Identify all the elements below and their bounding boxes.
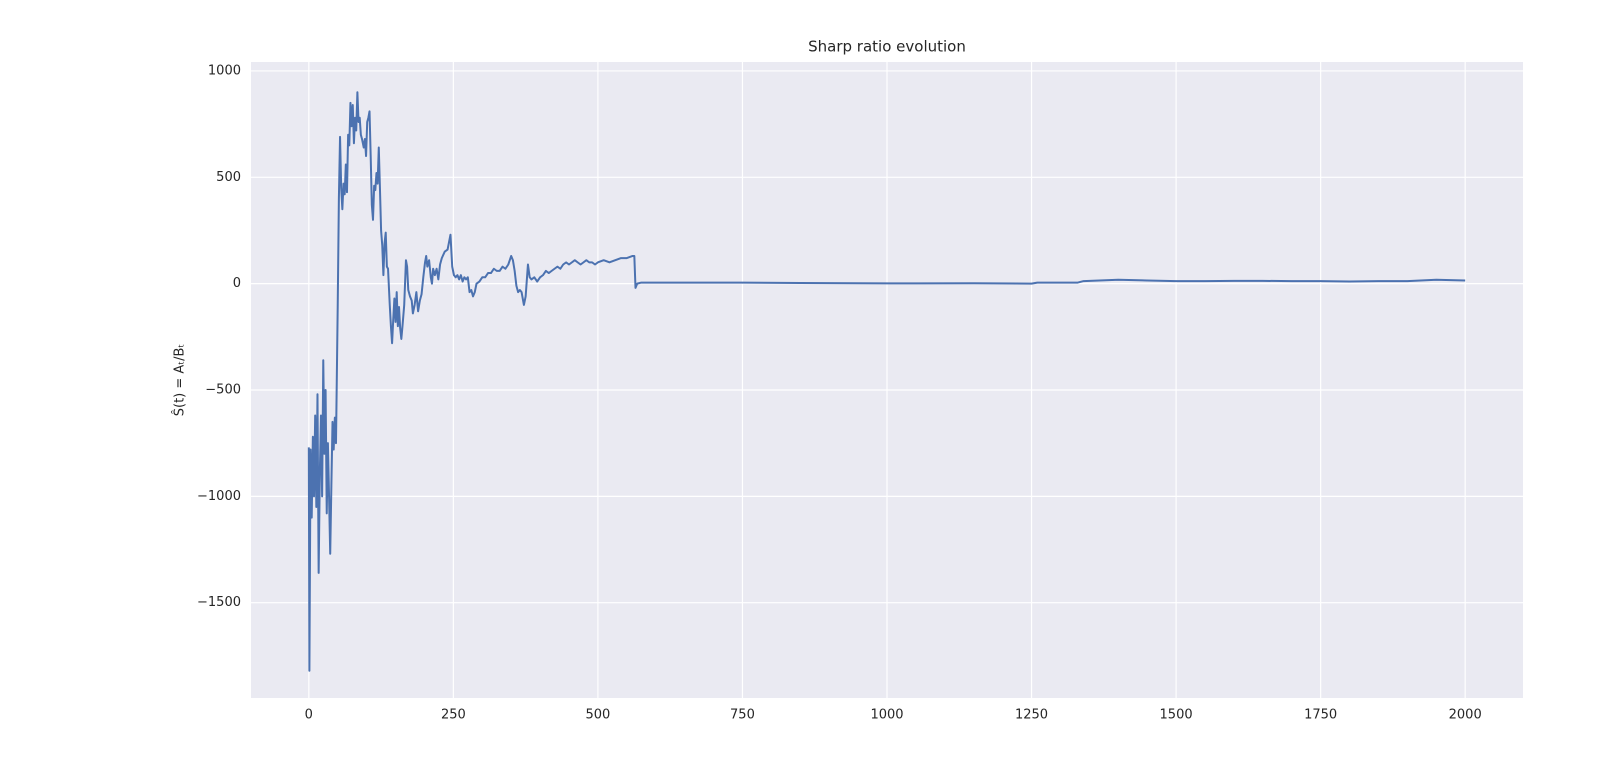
chart-title: Sharp ratio evolution	[808, 38, 966, 56]
x-tick-label: 750	[730, 708, 755, 723]
x-tick-label: 0	[305, 708, 313, 723]
x-tick-label: 1000	[870, 708, 903, 723]
y-tick-label: −1000	[197, 489, 241, 504]
y-tick-label: 1000	[208, 63, 241, 78]
y-tick-label: 500	[216, 170, 241, 185]
x-tick-label: 2000	[1449, 708, 1482, 723]
x-tick-label: 1250	[1015, 708, 1048, 723]
data-line	[307, 91, 1466, 672]
y-tick-label: −500	[205, 382, 241, 397]
x-tick-label: 500	[585, 708, 610, 723]
y-tick-label: −1500	[197, 595, 241, 610]
x-tick-label: 250	[441, 708, 466, 723]
y-tick-label: 0	[233, 276, 241, 291]
x-tick-label: 1750	[1304, 708, 1337, 723]
x-tick-label: 1500	[1160, 708, 1193, 723]
y-axis-label: Ŝ(t) = Aₜ/Bₜ	[172, 344, 188, 417]
